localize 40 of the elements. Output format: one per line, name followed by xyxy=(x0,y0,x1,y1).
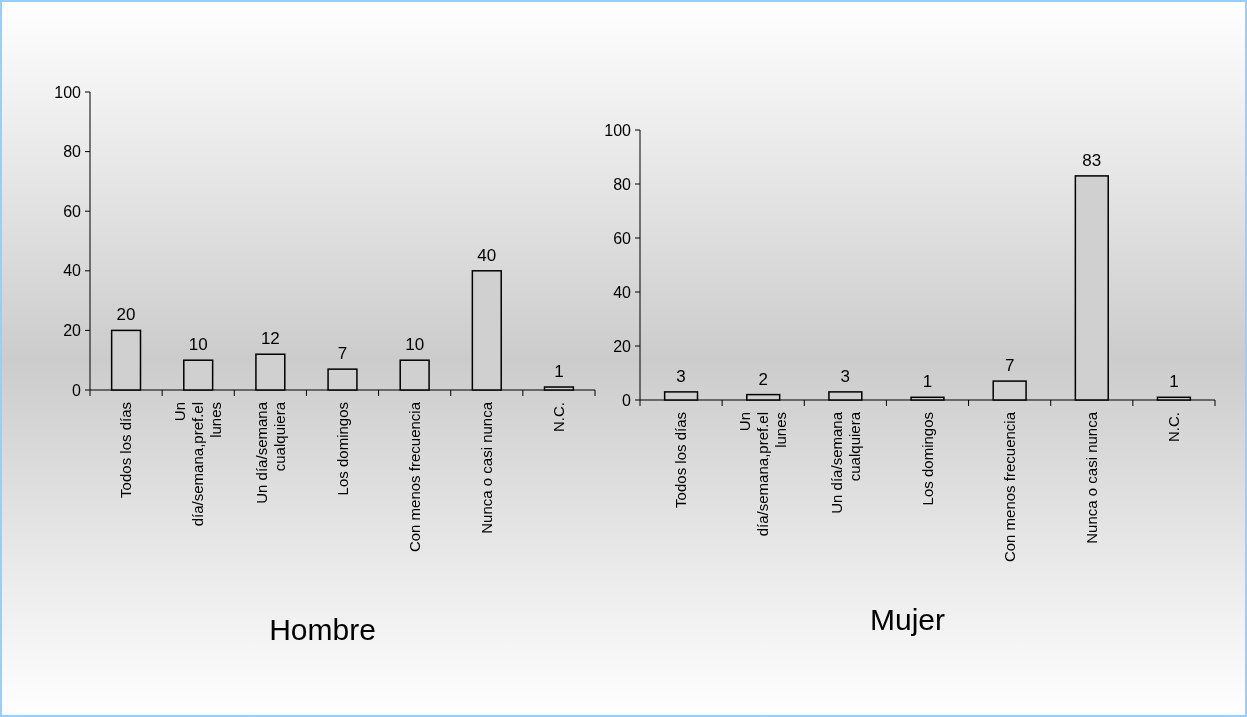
y-tick-label: 0 xyxy=(72,381,82,399)
x-tick-label: Nunca o casi nunca xyxy=(1083,411,1101,544)
text: Hombre xyxy=(269,613,376,646)
data-label: 10 xyxy=(405,335,425,355)
x-tick-label: Con menos frecuencia xyxy=(1000,411,1018,563)
data-label: 3 xyxy=(676,366,686,386)
data-label: 1 xyxy=(554,362,564,382)
data-label: 1 xyxy=(1169,372,1179,392)
data-label: 1 xyxy=(922,372,933,392)
data-label: 3 xyxy=(840,366,851,386)
y-tick-label: 60 xyxy=(63,202,82,220)
text: Mujer xyxy=(869,603,946,636)
data-label: 7 xyxy=(1004,356,1015,376)
y-tick-label: 0 xyxy=(622,391,632,409)
x-tick-label: Todos los días xyxy=(672,412,690,508)
x-tick-label: Todos los días xyxy=(117,402,135,498)
x-tick-label: Los domingos xyxy=(333,402,351,496)
x-tick-label: Un día/semana,pref.el lunes xyxy=(171,402,225,527)
y-tick-label: 100 xyxy=(604,121,632,139)
data-label: 83 xyxy=(1082,150,1102,170)
data-label: 12 xyxy=(260,329,280,349)
x-tick-label: Con menos frecuencia xyxy=(405,401,423,553)
data-label: 40 xyxy=(477,245,497,265)
y-tick-label: 40 xyxy=(613,283,632,301)
x-tick-label: N.C. xyxy=(550,402,568,432)
x-tick-label: Los domingos xyxy=(918,412,936,506)
y-tick-label: 80 xyxy=(63,143,82,161)
x-tick-label: Un día/semana,pref.el lunes xyxy=(736,412,790,537)
y-tick-label: 60 xyxy=(613,229,632,247)
y-tick-label: 40 xyxy=(63,262,82,280)
y-tick-label: 20 xyxy=(613,337,632,355)
x-tick-label: Nunca o casi nunca xyxy=(478,401,496,534)
y-tick-label: 100 xyxy=(54,83,82,101)
data-label: 10 xyxy=(188,335,208,355)
data-label: 2 xyxy=(758,369,768,389)
data-label: 20 xyxy=(116,305,136,325)
data-label: 7 xyxy=(337,344,348,364)
y-tick-label: 80 xyxy=(613,175,632,193)
x-tick-label: N.C. xyxy=(1165,412,1183,442)
y-tick-label: 20 xyxy=(63,322,82,339)
